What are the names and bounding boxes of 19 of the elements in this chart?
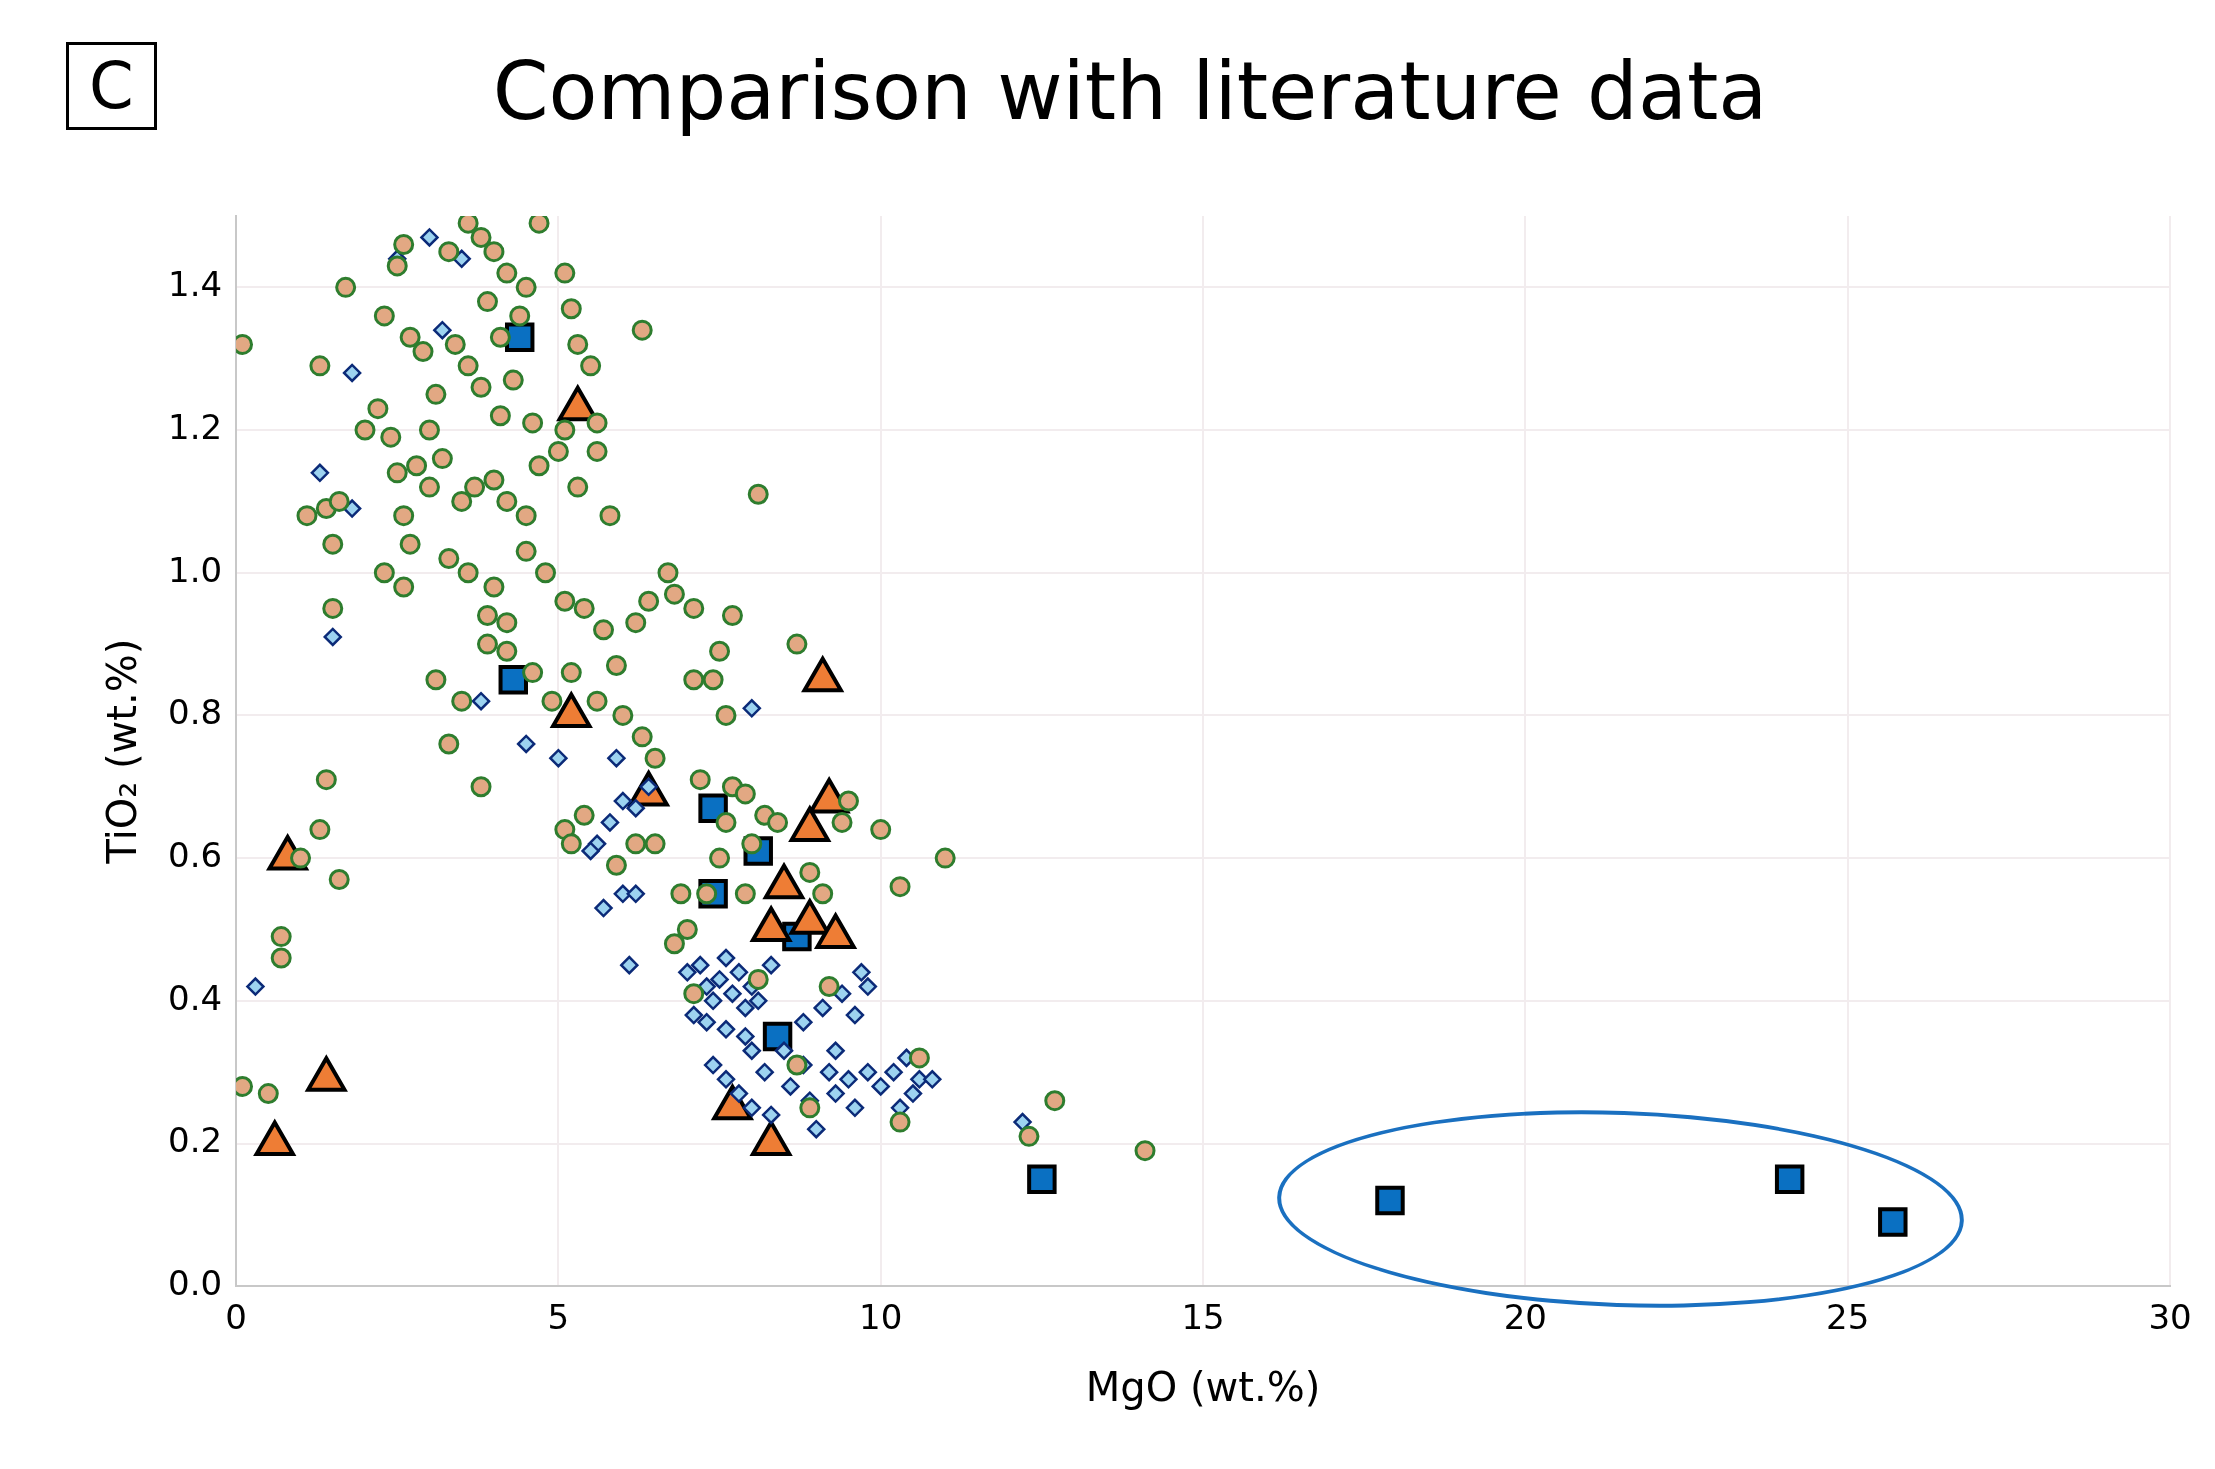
x-tick-label: 10 [859, 1297, 903, 1338]
y-tick-label: 0.2 [167, 1120, 223, 1161]
x-tick-label: 5 [547, 1297, 570, 1338]
chart-title: Comparison with literature data [492, 44, 1768, 138]
x-tick-label: 20 [1503, 1297, 1547, 1338]
x-tick-label: 25 [1826, 1297, 1870, 1338]
y-tick-label: 0.4 [167, 977, 223, 1018]
text: C [66, 42, 157, 130]
x-axis-title: MgO (wt.%) [1085, 1364, 1321, 1411]
x-tick-label: 0 [225, 1297, 247, 1338]
y-tick-label: 0.6 [167, 834, 223, 875]
y-tick-label: 1.0 [167, 549, 223, 590]
y-tick-label: 1.2 [167, 406, 223, 447]
y-tick-label: 1.4 [167, 264, 223, 305]
y-tick-label: 0.8 [167, 692, 223, 733]
y-tick-label: 0.0 [167, 1263, 223, 1304]
x-tick-label: 30 [2148, 1297, 2192, 1338]
y-axis-title: TiO₂ (wt.%) [99, 638, 146, 865]
x-tick-label: 15 [1181, 1297, 1225, 1338]
